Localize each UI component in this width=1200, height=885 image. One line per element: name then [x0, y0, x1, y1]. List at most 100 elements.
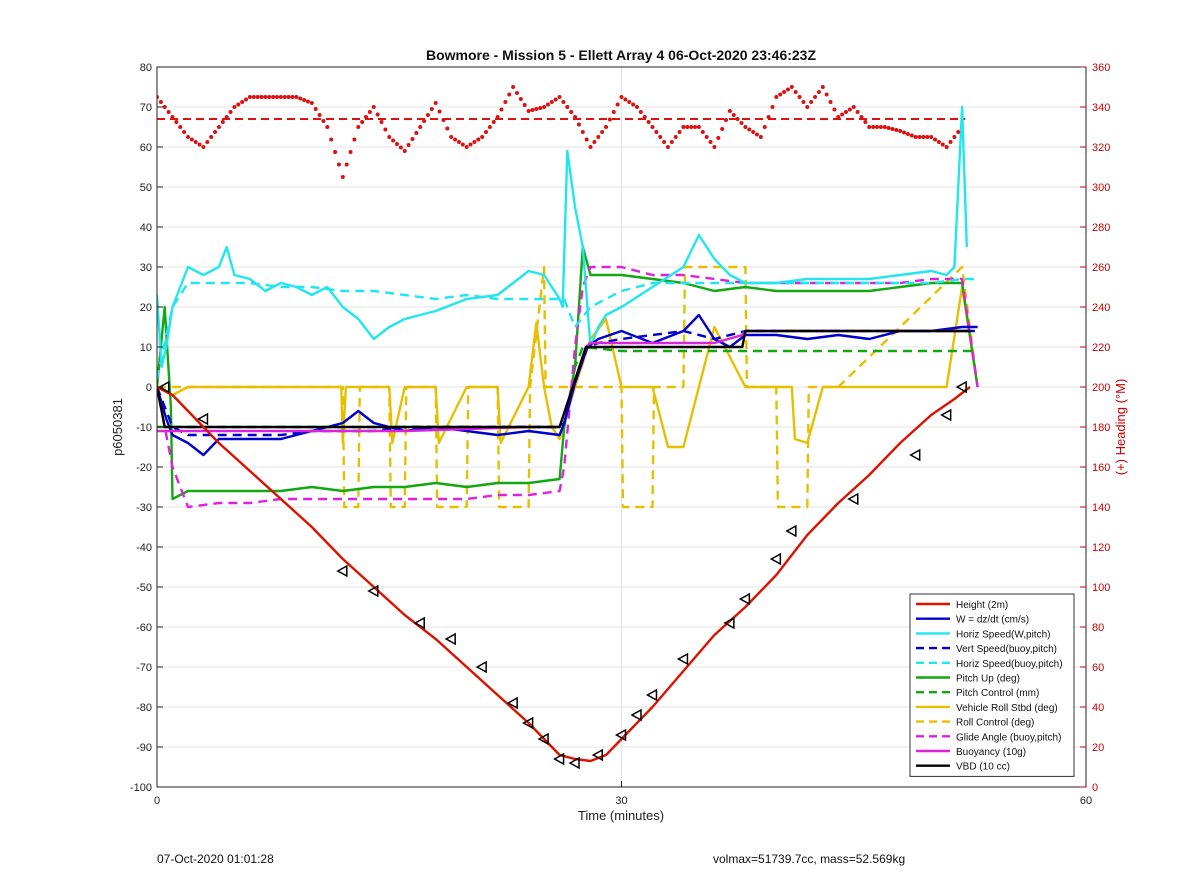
- y-tick-label-left: -10: [136, 422, 152, 434]
- heading-point: [406, 143, 411, 147]
- heading-point: [604, 125, 609, 129]
- waypoint-marker: [676, 652, 689, 666]
- heading-point: [538, 106, 543, 110]
- heading-point: [689, 125, 694, 129]
- heading-point: [213, 130, 218, 134]
- y-tick-label-left: 60: [140, 142, 152, 154]
- heading-point: [917, 135, 922, 139]
- heading-point: [778, 92, 783, 97]
- y-tick-label-left: 40: [140, 222, 152, 234]
- legend-label: Glide Angle (buoy,pitch): [956, 732, 1061, 743]
- heading-point: [321, 119, 326, 123]
- heading-point: [456, 140, 461, 144]
- waypoint-marker: [158, 380, 170, 394]
- series-line: [157, 265, 979, 509]
- heading-point: [770, 105, 775, 109]
- y-tick-label-right: 60: [1092, 662, 1104, 674]
- heading-point: [348, 150, 353, 154]
- heading-point: [658, 135, 663, 139]
- heading-point: [867, 125, 872, 129]
- heading-point: [418, 125, 423, 129]
- heading-point: [886, 126, 891, 130]
- heading-point: [352, 137, 357, 142]
- heading-point: [677, 130, 682, 134]
- heading-point: [557, 95, 562, 99]
- heading-point: [453, 137, 458, 142]
- legend-label: Vehicle Roll Stbd (deg): [956, 703, 1058, 714]
- heading-point: [193, 140, 198, 144]
- y-tick-label-left: -30: [136, 502, 152, 514]
- heading-point: [480, 135, 485, 139]
- heading-point: [731, 113, 736, 117]
- waypoint-marker: [196, 412, 209, 426]
- heading-point: [724, 118, 729, 122]
- heading-point: [836, 115, 841, 119]
- heading-point: [573, 115, 578, 119]
- heading-point: [584, 137, 589, 142]
- heading-point: [158, 100, 163, 104]
- y-tick-label-left: -90: [136, 742, 152, 754]
- heading-point: [611, 110, 616, 114]
- waypoint-marker: [769, 552, 782, 566]
- y-tick-label-right: 160: [1092, 462, 1110, 474]
- y-tick-label-left: 70: [140, 102, 152, 114]
- heading-point: [209, 135, 214, 139]
- heading-point: [449, 135, 454, 139]
- heading-point: [936, 140, 941, 144]
- y-tick-label-left: -80: [136, 702, 152, 714]
- heading-point: [704, 135, 709, 139]
- heading-point: [414, 131, 419, 135]
- heading-point: [216, 125, 221, 129]
- heading-point: [789, 85, 794, 89]
- heading-point: [410, 137, 415, 141]
- x-tick-label: 0: [154, 795, 160, 807]
- heading-point: [642, 115, 647, 119]
- heading-point: [859, 115, 864, 119]
- heading-point: [712, 145, 717, 149]
- heading-point: [464, 145, 469, 149]
- heading-point: [274, 95, 279, 99]
- heading-point: [650, 125, 655, 129]
- chart-marks: [157, 85, 979, 770]
- legend-label: Pitch Up (deg): [956, 674, 1020, 685]
- heading-point: [367, 110, 372, 114]
- heading-point: [824, 92, 829, 97]
- heading-point: [696, 125, 701, 129]
- heading-point: [387, 135, 392, 139]
- y-tick-label-left: -20: [136, 462, 152, 474]
- heading-point: [356, 125, 361, 129]
- footer-timestamp: 07-Oct-2020 01:01:28: [157, 852, 274, 866]
- heading-point: [743, 125, 748, 129]
- heading-point: [398, 145, 403, 150]
- y-tick-label-left: -100: [130, 782, 152, 794]
- heading-point: [491, 120, 496, 124]
- heading-point: [174, 120, 179, 124]
- waypoint-marker: [909, 448, 921, 462]
- heading-point: [700, 130, 705, 134]
- y-tick-label-left: 0: [146, 382, 152, 394]
- y-tick-label-right: 120: [1092, 542, 1110, 554]
- y-tick-label-right: 360: [1092, 62, 1110, 74]
- heading-point: [754, 132, 759, 137]
- heading-point: [600, 130, 605, 134]
- heading-point: [774, 95, 779, 99]
- y-axis-label-right: (+) Heading (°M): [1113, 379, 1128, 476]
- heading-point: [545, 102, 550, 107]
- heading-point: [534, 107, 539, 111]
- heading-point: [878, 125, 883, 129]
- y-tick-label-left: 20: [140, 302, 152, 314]
- y-tick-label-right: 20: [1092, 742, 1104, 754]
- heading-point: [290, 95, 295, 99]
- heading-point: [956, 130, 961, 134]
- heading-point: [282, 95, 287, 99]
- legend: Height (2m) W = dz/dt (cm/s) Horiz Speed(W…: [909, 593, 1075, 777]
- heading-point: [371, 105, 376, 109]
- heading-point: [909, 133, 914, 138]
- heading-point: [739, 121, 744, 125]
- heading-point: [874, 125, 879, 129]
- y-tick-label-right: 0: [1092, 782, 1098, 794]
- waypoint-marker: [568, 756, 580, 770]
- heading-point: [801, 100, 806, 104]
- heading-point: [855, 110, 860, 114]
- heading-point: [445, 126, 450, 131]
